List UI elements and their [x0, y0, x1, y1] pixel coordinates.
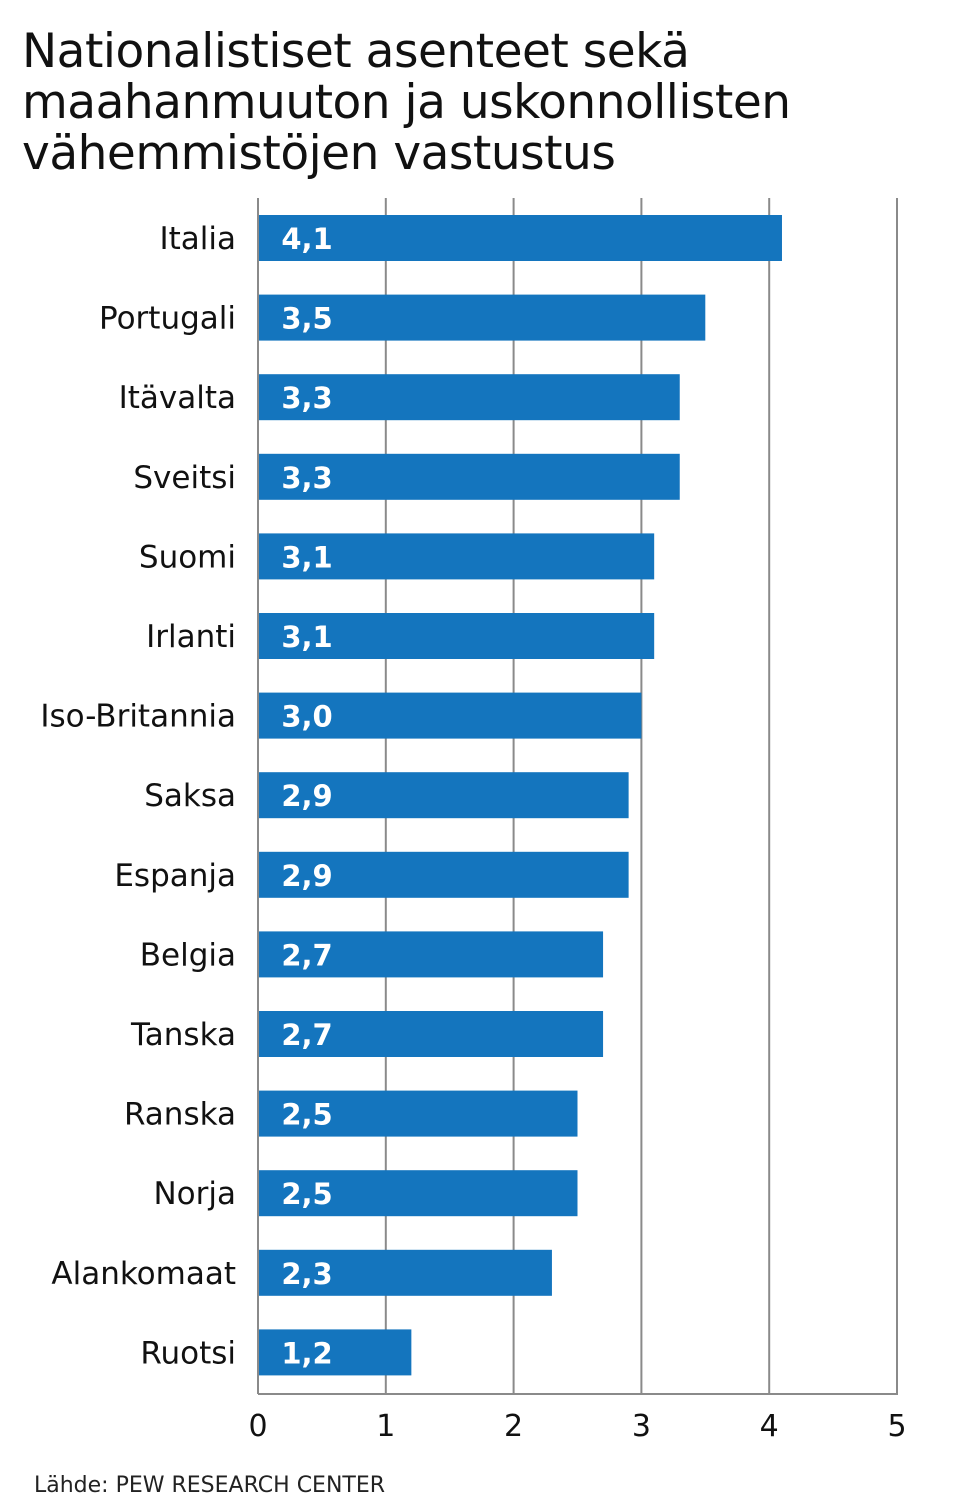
bar	[258, 215, 782, 261]
data-label: 4,1	[281, 222, 332, 256]
data-label: 2,7	[281, 1018, 332, 1052]
bar	[258, 533, 655, 580]
category-label: Belgia	[140, 937, 236, 973]
category-label: Espanja	[114, 858, 236, 894]
bar	[258, 1329, 412, 1376]
bar	[258, 1011, 604, 1057]
category-label: Saksa	[144, 778, 236, 814]
x-tick-label: 0	[248, 1409, 267, 1444]
category-label: Sveitsi	[133, 460, 236, 496]
data-label: 2,7	[281, 938, 332, 972]
category-label: Tanska	[130, 1017, 236, 1053]
bar	[258, 931, 604, 978]
data-label: 2,9	[281, 859, 332, 893]
bar-chart: 0 1 2 3 4 5 Italia 4,1 Portugali 3,5 Itävalta 3,3 Sv…	[40, 198, 907, 1444]
title-line-2: maahanmuuton ja uskonnollisten	[22, 75, 791, 130]
category-label: Suomi	[139, 539, 236, 575]
chart-title: Nationalistiset asenteet sekä maahanmuut…	[22, 26, 942, 179]
data-label: 3,3	[281, 381, 332, 415]
bar	[258, 1090, 578, 1137]
title-line-3: vähemmistöjen vastustus	[22, 126, 616, 181]
data-label: 3,1	[281, 540, 332, 574]
category-label: Portugali	[99, 301, 236, 337]
bar	[258, 613, 655, 659]
bar	[258, 1170, 578, 1217]
category-label: Ruotsi	[140, 1335, 236, 1371]
category-label: Itävalta	[119, 380, 236, 416]
bar	[258, 1249, 552, 1296]
title-line-1: Nationalistiset asenteet sekä	[22, 24, 690, 79]
category-label: Irlanti	[146, 619, 236, 655]
x-tick-label: 2	[504, 1409, 523, 1444]
x-tick-label: 3	[632, 1409, 651, 1444]
category-label: Norja	[153, 1176, 236, 1212]
data-label: 2,5	[281, 1098, 332, 1132]
data-label: 3,0	[281, 700, 332, 734]
data-label: 2,3	[281, 1257, 332, 1291]
x-tick-label: 5	[887, 1409, 906, 1444]
bar	[258, 453, 680, 500]
bar	[258, 374, 680, 421]
bar	[258, 294, 706, 341]
data-label: 3,3	[281, 461, 332, 495]
data-label: 1,2	[281, 1336, 332, 1370]
x-tick-label: 4	[760, 1409, 779, 1444]
category-label: Iso-Britannia	[40, 699, 236, 735]
source-note: Lähde: PEW RESEARCH CENTER	[34, 1473, 386, 1498]
data-label: 3,1	[281, 620, 332, 654]
data-label: 2,5	[281, 1177, 332, 1211]
data-label: 3,5	[281, 302, 332, 336]
bar	[258, 851, 629, 898]
x-tick-label: 1	[376, 1409, 395, 1444]
data-label: 2,9	[281, 779, 332, 813]
bar	[258, 692, 642, 739]
category-label: Ranska	[124, 1097, 236, 1133]
category-label: Alankomaat	[51, 1256, 236, 1292]
category-label: Italia	[159, 221, 236, 257]
bar	[258, 772, 629, 819]
